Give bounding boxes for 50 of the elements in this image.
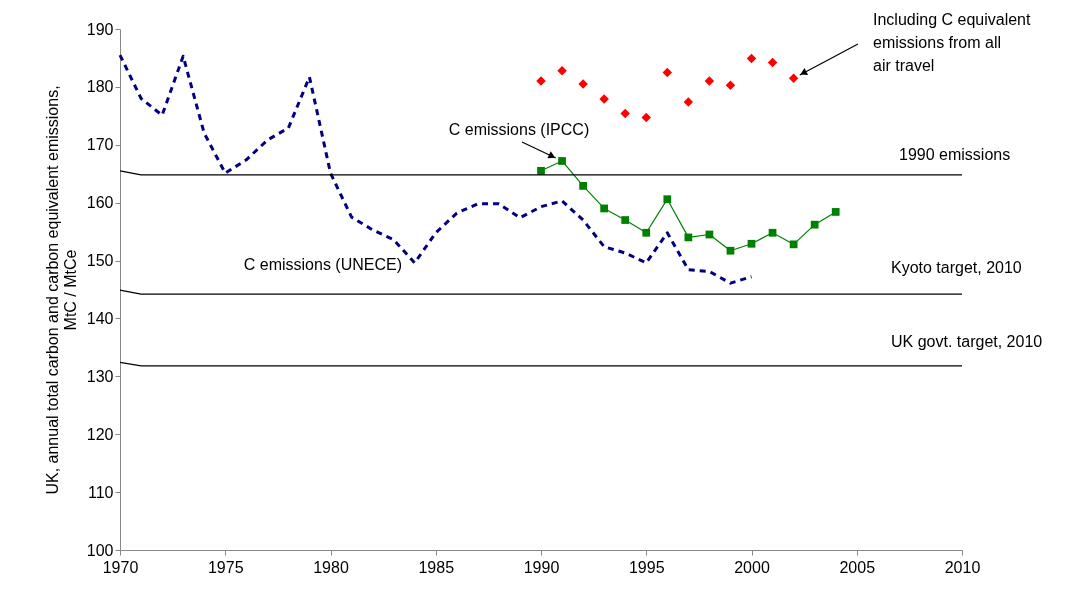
point: [789, 240, 798, 249]
point: [725, 80, 736, 90]
point: [810, 220, 819, 229]
point: [662, 67, 673, 78]
x-tick-label: 1985: [418, 558, 455, 576]
point: [788, 73, 799, 83]
point: [684, 233, 693, 242]
series-label: C emissions (UNECE): [243, 256, 402, 273]
point: [579, 182, 587, 190]
point: [767, 57, 778, 68]
point: [663, 195, 672, 204]
x-tick-label: 1980: [313, 558, 349, 576]
point: [620, 108, 630, 119]
y-tick-label: 180: [86, 78, 114, 96]
point: [747, 239, 756, 248]
y-tick-label: 160: [86, 194, 114, 212]
y-axis-title: UK, annual total carbon and carbon equivalent emissions, MtC / MtCe: [43, 85, 79, 495]
x-tick-label: 1990: [523, 558, 560, 576]
x-tick-label: 1970: [102, 558, 139, 576]
line-series: [118, 53, 753, 285]
y-tick-label: 130: [86, 367, 114, 385]
x-tick-label: 1975: [207, 558, 244, 576]
y-tick-label: 110: [87, 483, 114, 501]
y-tick-label: 170: [86, 136, 114, 154]
point: [621, 216, 630, 224]
y-tick-label: 140: [86, 309, 114, 327]
point: [726, 246, 735, 255]
y-tick-label: 100: [86, 541, 114, 559]
series-label: Kyoto target, 2010: [891, 259, 1022, 276]
point: [641, 112, 651, 123]
y-tick-label: 190: [86, 20, 114, 38]
series-label: 1990 emissions: [899, 146, 1011, 163]
point: [558, 157, 566, 165]
point: [704, 76, 715, 86]
point: [600, 204, 609, 213]
y-tick-label: 120: [86, 425, 114, 443]
point: [768, 228, 777, 237]
y-tick-label: 150: [86, 252, 114, 270]
series-label: C emissions (IPCC): [448, 121, 590, 138]
point: [557, 65, 567, 76]
point: [642, 228, 651, 237]
x-tick-label: 2005: [839, 558, 876, 576]
x-tick-label: 2000: [734, 558, 770, 576]
x-tick-label: 1995: [628, 558, 665, 576]
point: [746, 53, 757, 64]
text: Including C equivalent emissions from all air travel: [873, 11, 1031, 74]
point: [683, 97, 694, 107]
series-label: UK govt. target, 2010: [891, 333, 1043, 350]
x-tick-label: 2010: [944, 558, 981, 576]
point: [831, 208, 840, 216]
